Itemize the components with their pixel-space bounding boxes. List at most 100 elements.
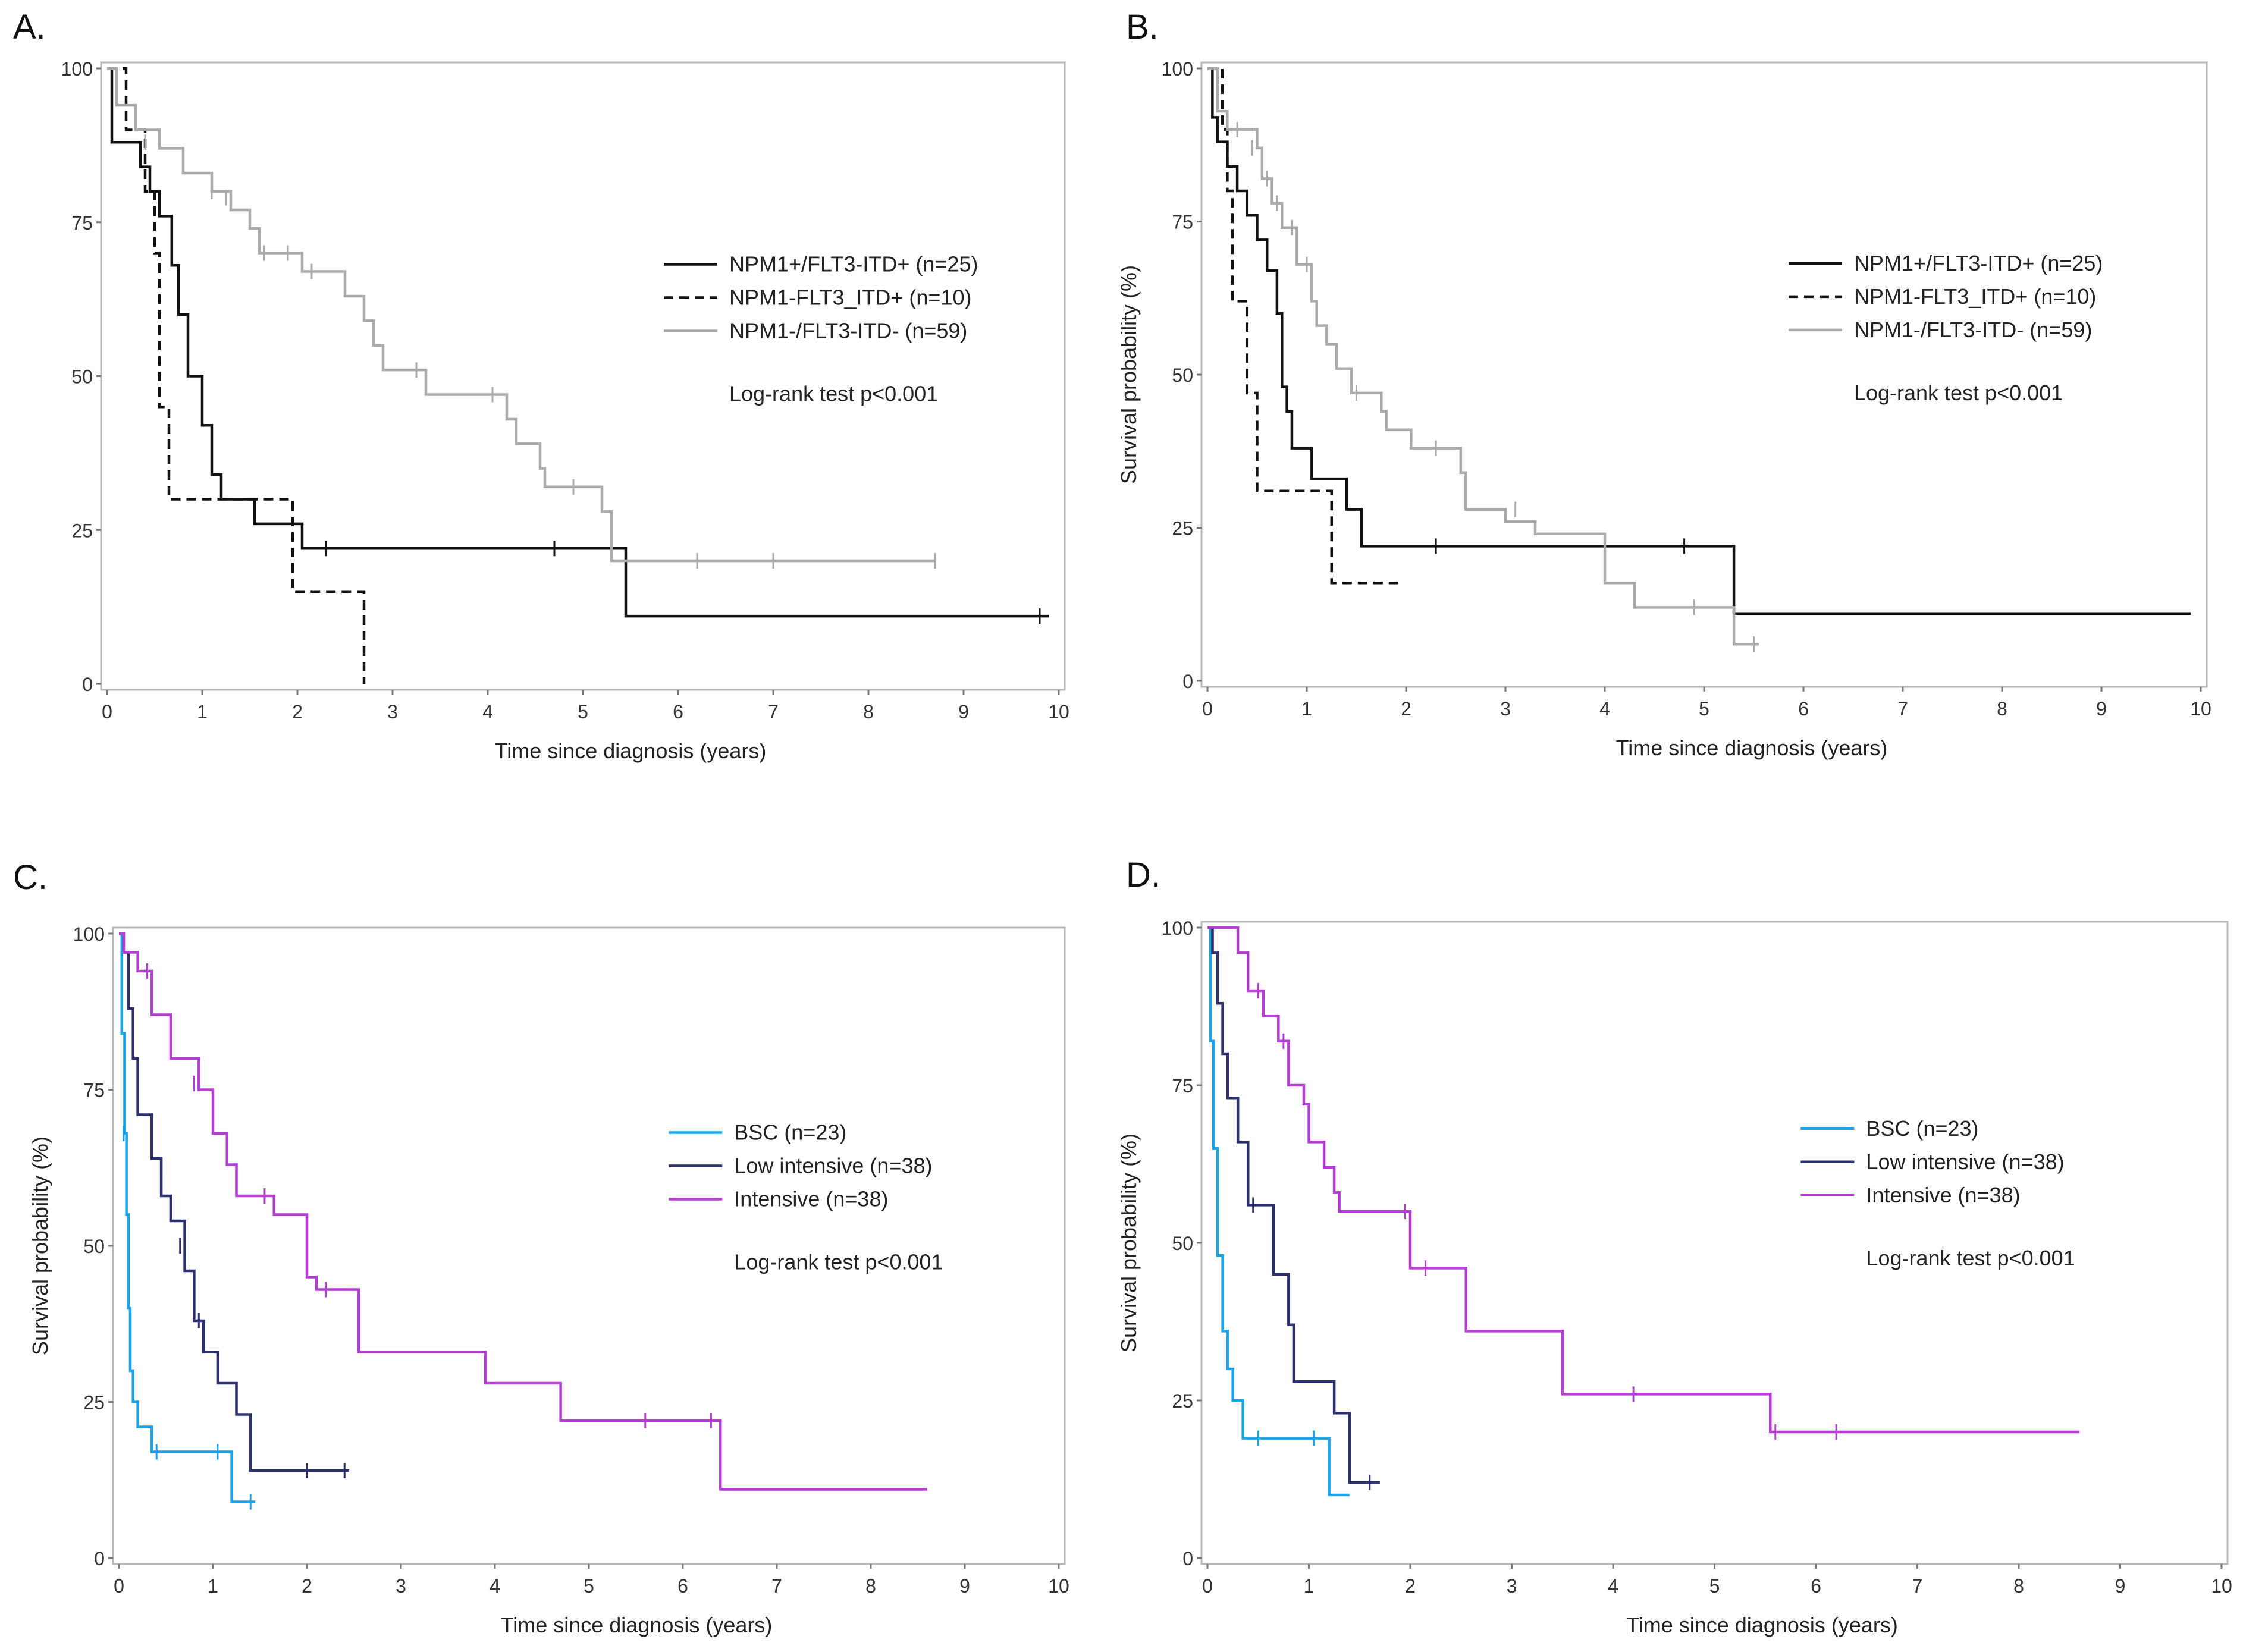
x-tick-label: 8 [1997, 698, 2007, 720]
series-line-1 [119, 932, 350, 1472]
y-tick-label: 0 [1182, 671, 1193, 692]
panel-label: D. [1126, 856, 1160, 894]
x-tick-label: 5 [578, 701, 588, 723]
x-tick-label: 6 [1811, 1575, 1821, 1597]
y-tick-label: 50 [71, 366, 93, 388]
panel-a: A. 0 25 50 75 100 0 1 2 3 4 5 6 7 8 9 10 Time since diag… [0, 0, 1121, 821]
x-tick-label: 3 [1507, 1575, 1517, 1597]
y-tick-label: 100 [61, 58, 93, 80]
logrank-annotation: Log-rank test p<0.001 [734, 1250, 943, 1274]
series-line-2 [107, 67, 935, 563]
legend-entry: Intensive (n=38) [734, 1187, 888, 1211]
legend-entry: Low intensive (n=38) [1866, 1150, 2064, 1174]
x-tick-label: 5 [1709, 1575, 1720, 1597]
y-tick-label: 50 [1172, 365, 1193, 386]
x-tick-label: 9 [958, 701, 969, 723]
x-tick-label: 0 [114, 1575, 124, 1597]
x-tick-label: 0 [1202, 698, 1213, 720]
series-line-0 [119, 932, 256, 1503]
panel-d: D. 0 25 50 75 100 0 1 2 3 4 5 6 7 8 9 10 Time since diag… [1116, 821, 2243, 1649]
x-tick-label: 7 [1897, 698, 1908, 720]
logrank-annotation: Log-rank test p<0.001 [1854, 381, 2063, 405]
plot-frame [1200, 921, 2229, 1565]
series-line-2 [1207, 926, 2080, 1434]
x-tick-label: 1 [1301, 698, 1312, 720]
y-tick-label: 25 [1172, 1390, 1193, 1412]
x-tick-label: 3 [387, 701, 398, 723]
panel-c: C. 0 25 50 75 100 0 1 2 3 4 5 6 7 8 9 10 Time since diag… [0, 821, 1121, 1649]
x-tick-label: 9 [959, 1575, 970, 1597]
legend-entry: NPM1+/FLT3-ITD+ (n=25) [1854, 251, 2103, 275]
series-line-0 [107, 67, 1049, 618]
x-tick-label: 9 [2115, 1575, 2126, 1597]
plot-frame [112, 926, 1066, 1565]
series-line-2 [119, 932, 927, 1491]
legend-entry: BSC (n=23) [734, 1120, 846, 1145]
x-tick-label: 2 [1405, 1575, 1416, 1597]
y-tick-label: 75 [1172, 1075, 1193, 1097]
x-tick-label: 2 [302, 1575, 312, 1597]
legend-entry: NPM1-/FLT3-ITD- (n=59) [729, 319, 967, 343]
y-axis-label: Survival probability (%) [1121, 265, 1141, 484]
x-tick-label: 1 [1304, 1575, 1315, 1597]
legend-entry: BSC (n=23) [1866, 1116, 1978, 1141]
x-tick-label: 1 [208, 1575, 218, 1597]
plot-frame [100, 61, 1066, 691]
x-tick-label: 7 [771, 1575, 782, 1597]
x-tick-label: 6 [673, 701, 683, 723]
y-tick-label: 50 [83, 1236, 105, 1257]
x-tick-label: 6 [1798, 698, 1809, 720]
x-tick-label: 6 [677, 1575, 688, 1597]
y-tick-label: 50 [1172, 1233, 1193, 1254]
y-tick-label: 100 [1162, 58, 1193, 80]
panel-label: B. [1126, 8, 1159, 46]
x-tick-label: 10 [2211, 1575, 2232, 1597]
x-tick-label: 8 [2013, 1575, 2024, 1597]
y-axis-label: Survival probability (%) [28, 1136, 52, 1355]
legend-entry: NPM1-FLT3_ITD+ (n=10) [729, 285, 971, 310]
x-tick-label: 7 [768, 701, 779, 723]
x-tick-label: 5 [1699, 698, 1709, 720]
x-axis-label: Time since diagnosis (years) [1626, 1613, 1898, 1637]
x-axis-label: Time since diagnosis (years) [501, 1613, 773, 1637]
legend-entry: NPM1+/FLT3-ITD+ (n=25) [729, 252, 978, 277]
series-line-1 [1207, 67, 1401, 585]
logrank-annotation: Log-rank test p<0.001 [729, 382, 938, 406]
logrank-annotation: Log-rank test p<0.001 [1866, 1246, 2075, 1270]
legend-entry: NPM1-FLT3_ITD+ (n=10) [1854, 284, 2096, 309]
y-tick-label: 75 [71, 212, 93, 234]
x-tick-label: 0 [102, 701, 112, 723]
x-tick-label: 8 [865, 1575, 876, 1597]
y-axis-label: Survival probability (%) [1121, 1133, 1141, 1352]
panel-b: B. 0 25 50 75 100 0 1 2 3 4 5 6 7 8 9 10 Time since diag… [1116, 0, 2243, 821]
x-tick-label: 10 [1048, 1575, 1069, 1597]
km-chart-a: 0 25 50 75 100 0 1 2 3 4 5 6 7 8 9 10 Time since diagnos… [61, 58, 1069, 763]
y-tick-label: 100 [1162, 918, 1193, 939]
panel-label: A. [13, 8, 46, 46]
series-line-1 [107, 67, 366, 684]
x-axis-label: Time since diagnosis (years) [1616, 736, 1888, 760]
x-tick-label: 3 [1500, 698, 1511, 720]
y-tick-label: 25 [1172, 518, 1193, 539]
panel-label: C. [13, 858, 48, 897]
x-tick-label: 7 [1912, 1575, 1923, 1597]
y-tick-label: 100 [73, 924, 105, 945]
x-tick-label: 4 [1608, 1575, 1618, 1597]
x-tick-label: 4 [490, 1575, 500, 1597]
y-tick-label: 0 [1182, 1548, 1193, 1569]
x-tick-label: 5 [584, 1575, 594, 1597]
x-tick-label: 1 [197, 701, 208, 723]
series-line-0 [1207, 926, 1350, 1497]
x-tick-label: 10 [2190, 698, 2211, 720]
x-tick-label: 9 [2096, 698, 2107, 720]
x-tick-label: 8 [863, 701, 874, 723]
km-chart-b: 0 25 50 75 100 0 1 2 3 4 5 6 7 8 9 10 Time since diagnos… [1116, 58, 2211, 760]
x-tick-label: 3 [396, 1575, 406, 1597]
x-tick-label: 2 [292, 701, 303, 723]
x-tick-label: 0 [1202, 1575, 1213, 1597]
y-tick-label: 0 [82, 674, 93, 695]
y-tick-label: 25 [71, 520, 93, 541]
km-chart-c: 0 25 50 75 100 0 1 2 3 4 5 6 7 8 9 10 Time since diagnos… [28, 924, 1069, 1637]
x-tick-label: 4 [482, 701, 493, 723]
series-line-2 [1207, 67, 1759, 646]
